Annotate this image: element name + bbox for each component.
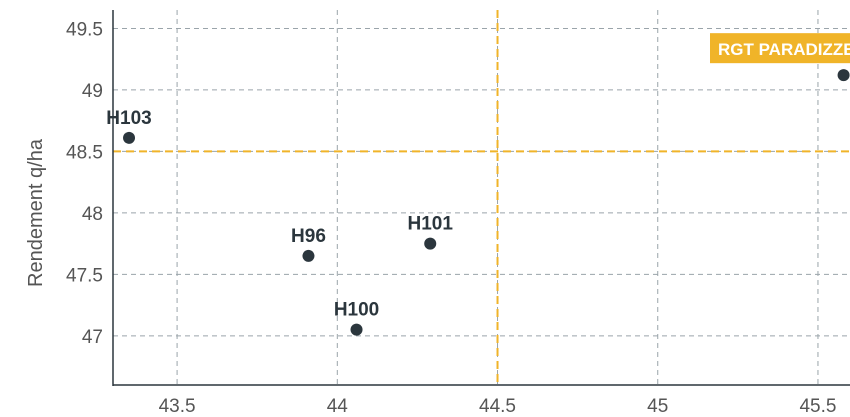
y-tick-label: 47 — [82, 327, 103, 348]
reference-lines — [113, 10, 850, 385]
axes — [112, 10, 850, 386]
x-tick-label: 45 — [647, 396, 668, 417]
x-tick-label: 44 — [327, 396, 349, 417]
point-label: H100 — [334, 300, 379, 321]
data-points: H103 H96 H101 H100 RGT PARADIZZE — [106, 33, 850, 336]
data-point — [302, 249, 315, 262]
y-tick-label: 47.5 — [66, 265, 103, 286]
y-tick-label: 49.5 — [66, 19, 103, 40]
point-label: RGT PARADIZZE — [718, 40, 850, 59]
data-point — [123, 131, 136, 144]
y-tick-label: 48 — [82, 204, 103, 225]
point-label: H96 — [291, 226, 326, 247]
tick-labels: 43.5 44 44.5 45 45.5 47 47.5 48 48.5 49 49.5 — [66, 19, 836, 417]
x-tick-label: 43.5 — [159, 396, 196, 417]
grid-lines — [113, 10, 850, 385]
highlight-label-background — [710, 33, 850, 64]
y-axis-label: Rendement q/ha — [25, 138, 47, 287]
data-point — [424, 237, 437, 250]
data-point — [350, 323, 363, 336]
y-tick-label: 49 — [82, 81, 103, 102]
data-point — [837, 69, 850, 82]
point-label: H103 — [106, 108, 151, 129]
point-label: H101 — [408, 214, 454, 235]
x-tick-label: 44.5 — [479, 396, 516, 417]
x-tick-label: 45.5 — [799, 396, 836, 417]
y-tick-label: 48.5 — [66, 142, 103, 163]
